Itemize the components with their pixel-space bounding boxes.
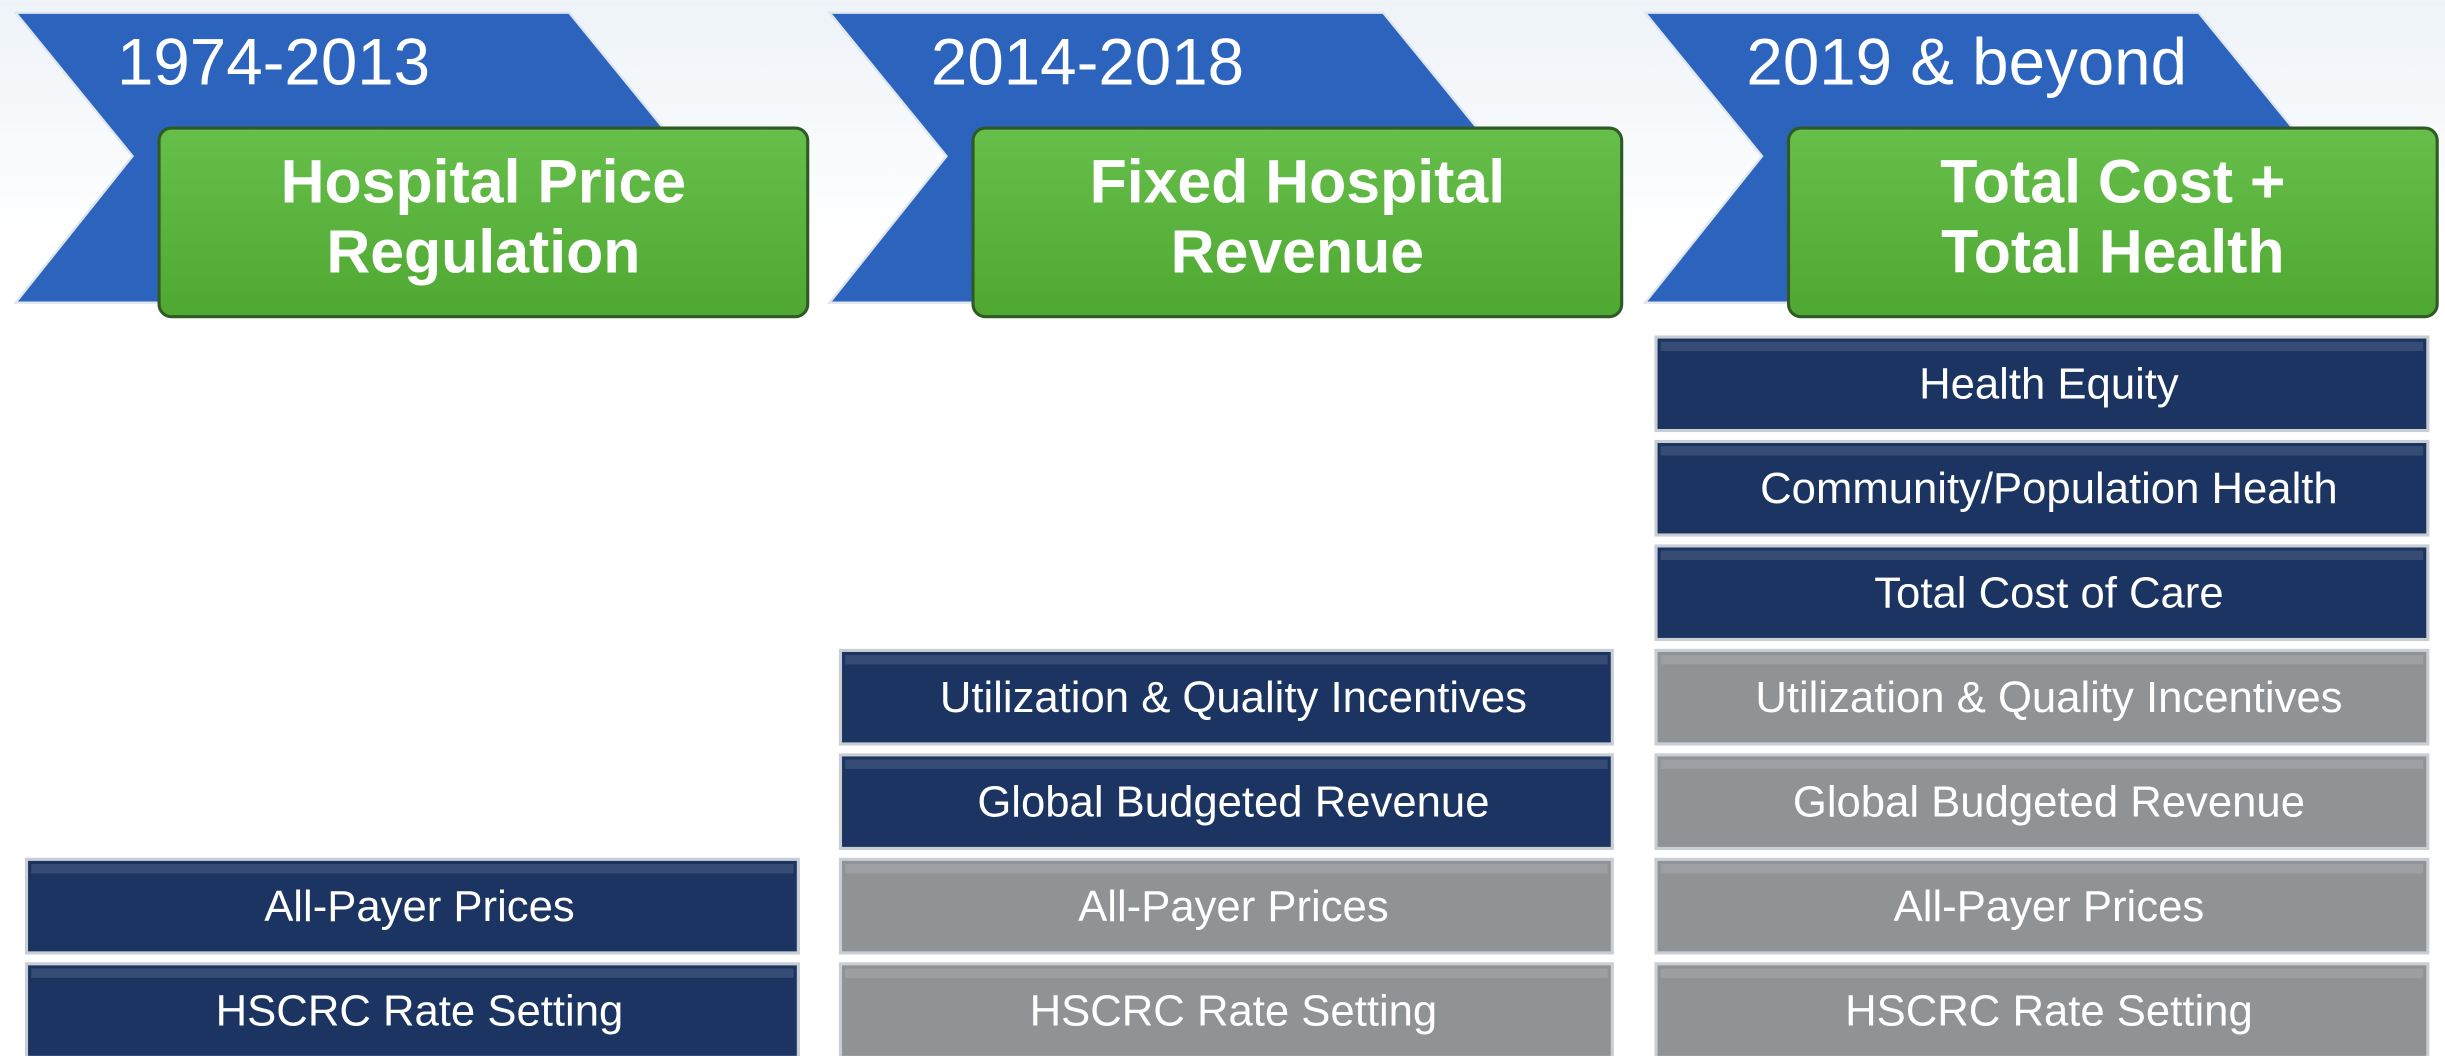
title-line: Fixed Hospital bbox=[1090, 148, 1506, 216]
block-shine bbox=[31, 968, 794, 978]
block-label: Utilization & Quality Incentives bbox=[1755, 673, 2342, 722]
block-shine bbox=[1660, 446, 2424, 456]
block-label: All-Payer Prices bbox=[1078, 882, 1389, 931]
block-shine bbox=[845, 759, 1608, 769]
block-label: Global Budgeted Revenue bbox=[1793, 777, 2305, 826]
block bbox=[838, 857, 1614, 955]
block-label: HSCRC Rate Setting bbox=[1845, 986, 2253, 1035]
block-shine bbox=[31, 864, 794, 874]
block-shine bbox=[845, 864, 1608, 874]
block-shine bbox=[1660, 550, 2424, 560]
title-line: Hospital Price bbox=[281, 148, 686, 216]
title-box bbox=[157, 126, 810, 319]
title-box bbox=[971, 126, 1624, 319]
block-label: Total Cost of Care bbox=[1874, 568, 2223, 617]
block-shine bbox=[1660, 759, 2424, 769]
title-line: Total Cost + bbox=[1940, 148, 2285, 216]
block bbox=[1654, 335, 2430, 433]
block-label: All-Payer Prices bbox=[264, 882, 575, 931]
block bbox=[24, 857, 800, 955]
block bbox=[838, 648, 1614, 746]
period: 2019 & beyond bbox=[1746, 26, 2187, 99]
block bbox=[838, 753, 1614, 850]
title-line: Revenue bbox=[1171, 218, 1424, 286]
title-line: Total Health bbox=[1941, 218, 2284, 286]
block-label: HSCRC Rate Setting bbox=[1030, 986, 1438, 1035]
block-shine bbox=[1660, 655, 2424, 665]
block-label: Community/Population Health bbox=[1760, 464, 2338, 513]
title-box bbox=[1786, 126, 2439, 319]
block-shine bbox=[1660, 968, 2424, 978]
period: 1974-2013 bbox=[117, 26, 430, 99]
block bbox=[1654, 857, 2430, 955]
block bbox=[1654, 439, 2430, 537]
block bbox=[1654, 544, 2430, 642]
block-shine bbox=[845, 968, 1608, 978]
block-label: Global Budgeted Revenue bbox=[977, 777, 1489, 826]
block bbox=[1654, 648, 2430, 746]
block-label: All-Payer Prices bbox=[1894, 882, 2205, 931]
title-line: Regulation bbox=[326, 218, 640, 286]
block-label: Health Equity bbox=[1919, 359, 2179, 408]
block-shine bbox=[1660, 341, 2424, 352]
block bbox=[24, 962, 800, 1056]
block-label: Utilization & Quality Incentives bbox=[940, 673, 1527, 722]
block-shine bbox=[1660, 864, 2424, 874]
block-shine bbox=[845, 655, 1608, 665]
block bbox=[838, 962, 1614, 1056]
period: 2014-2018 bbox=[931, 26, 1244, 99]
block bbox=[1654, 753, 2430, 850]
block-label: HSCRC Rate Setting bbox=[216, 986, 624, 1035]
block bbox=[1654, 962, 2430, 1056]
